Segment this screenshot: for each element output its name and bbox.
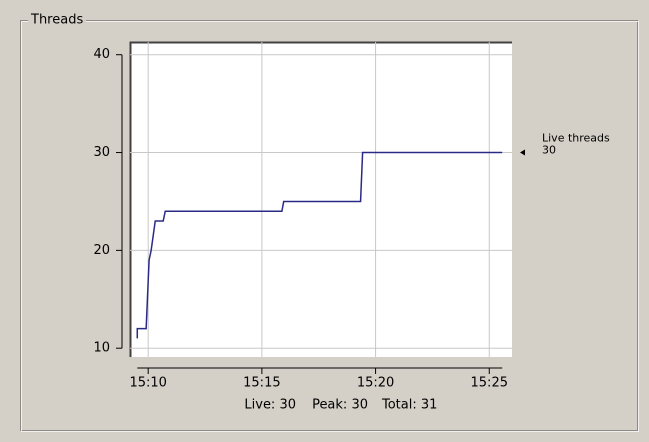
footer-live: Live: 30 xyxy=(244,398,296,413)
footer-peak: Peak: 30 xyxy=(312,398,368,413)
group-box xyxy=(20,20,638,431)
plot-border xyxy=(129,41,512,357)
y-tick-label: 20 xyxy=(93,243,110,258)
y-tick-label: 40 xyxy=(93,47,110,62)
y-tick-label: 30 xyxy=(93,145,110,160)
group-title: Threads xyxy=(30,13,83,28)
x-tick-label: 15:10 xyxy=(129,376,166,391)
annotation-label: Live threads xyxy=(542,132,610,145)
x-tick-label: 15:20 xyxy=(357,376,394,391)
group-box-highlight xyxy=(21,21,639,432)
group-title-bg xyxy=(28,12,86,28)
y-tick-label: 10 xyxy=(93,341,110,356)
series-line xyxy=(136,151,503,339)
plot-area xyxy=(130,42,512,357)
annotation-marker xyxy=(520,149,525,156)
x-tick-label: 15:25 xyxy=(471,376,508,391)
x-tick-label: 15:15 xyxy=(243,376,280,391)
annotation-value: 30 xyxy=(542,144,556,157)
footer-total: Total: 31 xyxy=(381,398,437,413)
